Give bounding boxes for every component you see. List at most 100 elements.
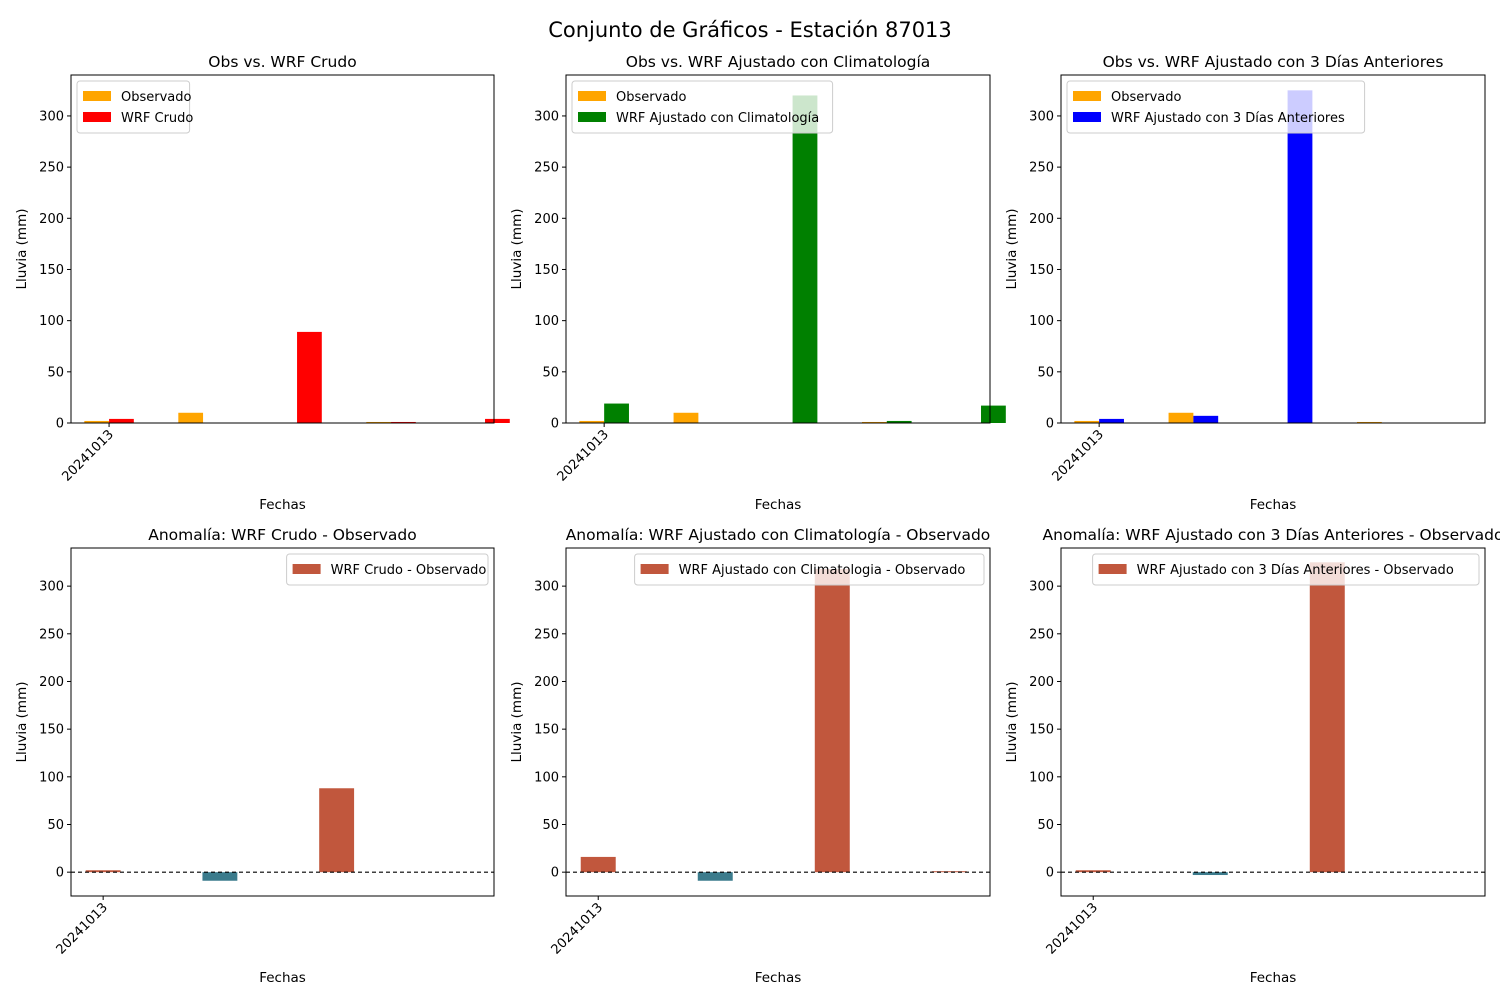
bar <box>861 421 887 423</box>
bar <box>1074 420 1100 423</box>
legend-swatch <box>83 112 111 122</box>
y-tick-label: 100 <box>1029 770 1054 785</box>
y-tick-label: 0 <box>1046 417 1054 432</box>
bar <box>673 412 699 423</box>
y-tick-label: 200 <box>534 212 559 227</box>
y-tick-label: 50 <box>542 818 559 833</box>
legend: Observado WRF Crudo <box>76 80 193 134</box>
x-tick-label: 20241013 <box>555 427 612 484</box>
y-axis-label: Lluvia (mm) <box>1004 209 1020 290</box>
bar <box>366 421 392 423</box>
chart-title: Anomalía: WRF Ajustado con 3 Días Anteri… <box>1043 526 1500 544</box>
bar <box>178 412 204 423</box>
axes-frame <box>70 74 495 424</box>
chart-title: Anomalía: WRF Ajustado con Climatología … <box>566 526 991 544</box>
legend: WRF Crudo - Observado <box>286 553 489 586</box>
y-axis-label: Lluvia (mm) <box>14 209 30 290</box>
bar <box>604 403 629 423</box>
y-tick-label: 0 <box>1046 866 1054 881</box>
legend-swatch <box>1073 112 1101 122</box>
legend-box <box>286 553 489 586</box>
y-tick-label: 100 <box>534 770 559 785</box>
bar <box>84 420 110 423</box>
legend-label: WRF Crudo - Observado <box>331 563 487 578</box>
y-tick-label: 200 <box>39 675 64 690</box>
y-tick-label: 150 <box>534 723 559 738</box>
bar <box>1075 870 1111 873</box>
legend-swatch <box>1098 564 1127 574</box>
axes-frame <box>1060 547 1486 897</box>
axes-frame <box>1060 74 1486 424</box>
bar <box>485 418 510 423</box>
y-tick-label: 250 <box>1029 161 1054 176</box>
chart-title: Obs vs. WRF Ajustado con Climatología <box>626 53 931 71</box>
y-tick-label: 300 <box>1029 109 1054 124</box>
y-axis-label: Lluvia (mm) <box>509 682 525 763</box>
y-tick-label: 200 <box>534 675 559 690</box>
chart-panel-4: 0 50 100 150 200 250 300 20241013 Anomalía: WRF … <box>14 526 495 986</box>
legend-swatch <box>1073 91 1101 101</box>
y-tick-label: 200 <box>1029 212 1054 227</box>
legend-label: WRF Ajustado con Climatologia - Observad… <box>679 563 966 578</box>
legend: WRF Ajustado con 3 Días Anteriores - Obs… <box>1092 553 1480 586</box>
chart-title: Obs vs. WRF Crudo <box>208 53 356 71</box>
bar <box>580 856 616 873</box>
axes-frame <box>565 547 991 897</box>
y-tick-label: 50 <box>542 365 559 380</box>
bar <box>697 872 733 881</box>
axes-frame <box>565 74 991 424</box>
y-tick-label: 250 <box>534 627 559 642</box>
bar <box>886 420 912 423</box>
bar <box>109 418 134 423</box>
y-tick-label: 300 <box>39 580 64 595</box>
legend-swatch <box>578 112 606 122</box>
legend-label: WRF Crudo <box>121 111 193 126</box>
y-tick-label: 250 <box>39 627 64 642</box>
bar <box>202 872 238 881</box>
y-tick-label: 200 <box>39 212 64 227</box>
bar <box>297 331 322 423</box>
bar <box>1309 562 1345 873</box>
y-tick-label: 150 <box>39 723 64 738</box>
legend-swatch <box>640 564 669 574</box>
y-axis-label: Lluvia (mm) <box>14 682 30 763</box>
y-tick-label: 200 <box>1029 675 1054 690</box>
bar <box>1287 90 1313 424</box>
bar <box>391 421 416 423</box>
y-tick-label: 250 <box>39 161 64 176</box>
bar <box>1193 415 1219 423</box>
chart-panel-5: 0 50 100 150 200 250 300 20241013 Anomalía: WRF … <box>509 526 991 986</box>
x-axis-label: Fechas <box>1250 970 1297 986</box>
chart-panel-6: 0 50 100 150 200 250 300 20241013 Anomalía: WRF … <box>1004 526 1500 986</box>
legend-swatch <box>292 564 321 574</box>
y-tick-label: 250 <box>1029 627 1054 642</box>
y-tick-label: 250 <box>534 161 559 176</box>
legend-label: Observado <box>1111 90 1182 105</box>
bar <box>931 871 967 873</box>
x-axis-label: Fechas <box>259 970 306 986</box>
y-tick-label: 0 <box>56 417 64 432</box>
legend-label: WRF Ajustado con Climatología <box>616 111 819 126</box>
legend-label: WRF Ajustado con 3 Días Anteriores - Obs… <box>1137 563 1454 578</box>
x-axis-label: Fechas <box>259 497 306 513</box>
bar <box>579 420 605 423</box>
legend-box <box>1092 553 1480 586</box>
bar <box>1192 872 1228 876</box>
x-tick-label: 20241013 <box>1044 900 1101 957</box>
bar <box>319 788 355 873</box>
chart-panel-3: 0 50 100 150 200 250 300 20241013 Obs vs. WRF Aj… <box>1004 53 1486 513</box>
legend-box <box>634 553 985 586</box>
y-tick-label: 0 <box>551 866 559 881</box>
x-tick-label: 20241013 <box>60 427 117 484</box>
y-tick-label: 300 <box>534 580 559 595</box>
legend: Observado WRF Ajustado con 3 Días Anterio… <box>1066 80 1366 134</box>
legend-box <box>1066 80 1366 134</box>
legend-box <box>571 80 834 134</box>
y-tick-label: 300 <box>1029 580 1054 595</box>
y-tick-label: 50 <box>1037 818 1054 833</box>
chart-title: Obs vs. WRF Ajustado con 3 Días Anterior… <box>1103 53 1444 71</box>
y-tick-label: 100 <box>534 314 559 329</box>
y-axis-label: Lluvia (mm) <box>1004 682 1020 763</box>
x-tick-label: 20241013 <box>549 900 606 957</box>
